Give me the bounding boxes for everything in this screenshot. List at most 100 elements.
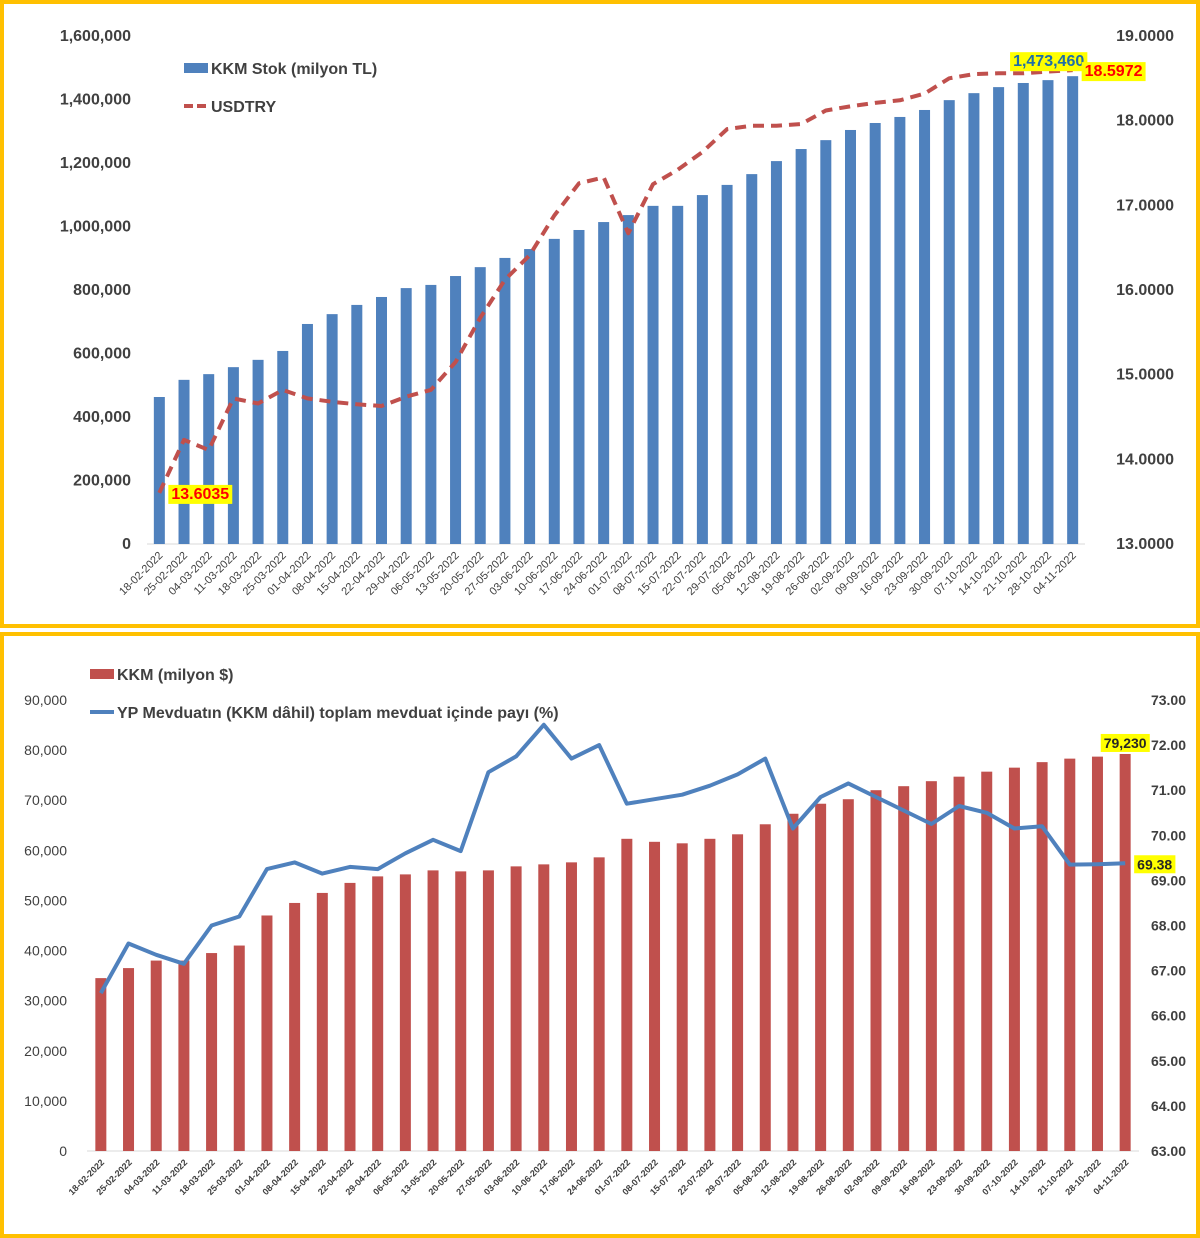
bar xyxy=(376,296,387,544)
data-label: 13.6035 xyxy=(171,486,229,503)
y-left-tick-label: 60,000 xyxy=(24,842,67,858)
bar xyxy=(425,284,437,544)
bar xyxy=(427,870,439,1151)
data-label: 1,473,460 xyxy=(1013,53,1084,70)
y-left-tick-label: 200,000 xyxy=(73,473,131,490)
bottom-chart-panel: 0 10,000 20,000 30,000 40,000 50,000 60,000 70,… xyxy=(0,632,1200,1238)
y-right-tick-label: 69.00 xyxy=(1151,872,1186,888)
y-left-tick-label: 800,000 xyxy=(73,282,131,299)
y-right-tick-label: 14.0000 xyxy=(1116,451,1174,468)
y-left-tick-label: 1,600,000 xyxy=(60,28,131,45)
legend-swatch-bar xyxy=(184,63,208,73)
bar xyxy=(704,838,716,1151)
bar xyxy=(845,129,856,544)
bar xyxy=(538,864,550,1151)
y-right-tick-label: 63.00 xyxy=(1151,1143,1186,1159)
bar xyxy=(621,838,633,1151)
bar xyxy=(351,304,363,544)
y-left-tick-label: 1,200,000 xyxy=(60,155,131,172)
bar xyxy=(206,953,218,1151)
y-left-tick-label: 90,000 xyxy=(24,692,67,708)
data-label: 69.38 xyxy=(1137,856,1172,872)
y-right-tick-label: 64.00 xyxy=(1151,1098,1186,1114)
legend-label: KKM (milyon $) xyxy=(117,667,233,684)
bar xyxy=(565,862,577,1151)
bar xyxy=(647,205,659,545)
bar xyxy=(925,781,937,1151)
bar xyxy=(573,229,585,544)
bar xyxy=(676,843,688,1151)
y-right-tick-label: 17.0000 xyxy=(1116,197,1174,214)
bar xyxy=(203,374,215,544)
y-left-tick-label: 0 xyxy=(122,536,131,553)
top-chart-panel: 0 200,000 400,000 600,000 800,000 1,000,000 1,… xyxy=(0,0,1200,628)
data-label-background xyxy=(1010,52,1088,72)
bar xyxy=(696,195,708,544)
bar xyxy=(981,771,993,1151)
bar xyxy=(150,960,162,1151)
bar xyxy=(510,866,522,1151)
y-left-tick-label: 20,000 xyxy=(24,1043,67,1059)
legend-label: KKM Stok (milyon TL) xyxy=(211,61,377,78)
y-left-tick-label: 10,000 xyxy=(24,1093,67,1109)
y-right-tick-label: 72.00 xyxy=(1151,737,1186,753)
legend-label: YP Mevduatın (KKM dâhil) toplam mevduat … xyxy=(117,705,559,722)
bar xyxy=(898,786,910,1151)
bar xyxy=(1017,82,1029,545)
bar xyxy=(399,874,411,1151)
bar xyxy=(593,857,605,1151)
kkm-usd-share-chart: 0 10,000 20,000 30,000 40,000 50,000 60,000 70,… xyxy=(24,667,1186,1197)
bar xyxy=(178,960,190,1151)
y-right-tick-label: 18.0000 xyxy=(1116,113,1174,130)
bar xyxy=(649,841,661,1151)
bar xyxy=(842,799,854,1151)
bar xyxy=(252,359,264,544)
y-right-tick-label: 66.00 xyxy=(1151,1008,1186,1024)
bar xyxy=(770,161,782,544)
bar xyxy=(968,93,980,545)
y-right-tick-label: 13.0000 xyxy=(1116,536,1174,553)
data-label-background xyxy=(1081,62,1146,82)
bar xyxy=(372,876,384,1151)
bar xyxy=(759,824,771,1151)
bar xyxy=(482,870,494,1151)
y-left-tick-label: 1,000,000 xyxy=(60,219,131,236)
bar xyxy=(1008,767,1020,1151)
data-label-background xyxy=(1134,855,1176,874)
bar xyxy=(622,215,634,544)
bar xyxy=(721,184,733,544)
bar xyxy=(1067,76,1079,544)
y-right-tick-label: 15.0000 xyxy=(1116,367,1174,384)
series-line xyxy=(157,68,1073,494)
bar xyxy=(277,350,289,544)
bar xyxy=(1064,758,1076,1151)
bar xyxy=(672,205,684,545)
bar xyxy=(815,803,827,1151)
y-left-tick-label: 70,000 xyxy=(24,792,67,808)
data-label-background xyxy=(1100,733,1150,752)
bar xyxy=(326,314,338,544)
bar xyxy=(1036,762,1048,1151)
bar xyxy=(450,276,462,544)
bar xyxy=(598,222,610,544)
y-left-tick-label: 80,000 xyxy=(24,742,67,758)
bar xyxy=(732,834,744,1151)
bar xyxy=(455,871,467,1151)
data-label: 18.5972 xyxy=(1085,63,1143,80)
data-label-background xyxy=(168,484,233,504)
bar xyxy=(400,288,412,544)
y-right-tick-label: 73.00 xyxy=(1151,692,1186,708)
y-right-tick-label: 65.00 xyxy=(1151,1053,1186,1069)
data-label: 79,230 xyxy=(1104,735,1147,751)
y-right-tick-label: 71.00 xyxy=(1151,782,1186,798)
bar xyxy=(870,790,882,1151)
y-left-tick-label: 600,000 xyxy=(73,346,131,363)
bar xyxy=(153,396,165,544)
bar xyxy=(474,267,486,544)
legend-swatch-bar xyxy=(90,669,114,679)
bar xyxy=(919,109,931,544)
bar xyxy=(795,149,807,544)
y-left-tick-label: 0 xyxy=(59,1143,67,1159)
kkm-tl-usdtry-chart: 0 200,000 400,000 600,000 800,000 1,000,000 1,… xyxy=(60,28,1174,598)
bar xyxy=(1119,753,1131,1151)
